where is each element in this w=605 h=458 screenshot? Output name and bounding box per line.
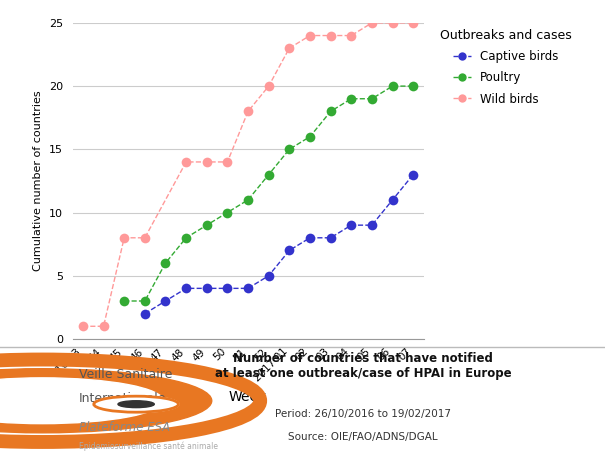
Text: Veille Sanitaire: Veille Sanitaire xyxy=(79,368,172,381)
Circle shape xyxy=(118,401,154,408)
Text: Number of countries that have notified
at least one outbreak/case of HPAI in Eur: Number of countries that have notified a… xyxy=(215,352,511,381)
Circle shape xyxy=(0,378,163,424)
Circle shape xyxy=(0,369,212,433)
Text: Epidemiosurveillance santé animale: Epidemiosurveillance santé animale xyxy=(79,442,218,451)
Text: Period: 26/10/2016 to 19/02/2017: Period: 26/10/2016 to 19/02/2017 xyxy=(275,409,451,420)
Text: Internationale: Internationale xyxy=(79,392,166,405)
X-axis label: Week: Week xyxy=(229,389,267,403)
Text: Source: OIE/FAO/ADNS/DGAL: Source: OIE/FAO/ADNS/DGAL xyxy=(288,432,438,442)
Text: Plateforme ESA: Plateforme ESA xyxy=(79,420,170,434)
Y-axis label: Cumulative number of countries: Cumulative number of countries xyxy=(33,91,43,271)
Legend: Captive birds, Poultry, Wild birds: Captive birds, Poultry, Wild birds xyxy=(440,29,572,106)
Circle shape xyxy=(94,396,178,412)
